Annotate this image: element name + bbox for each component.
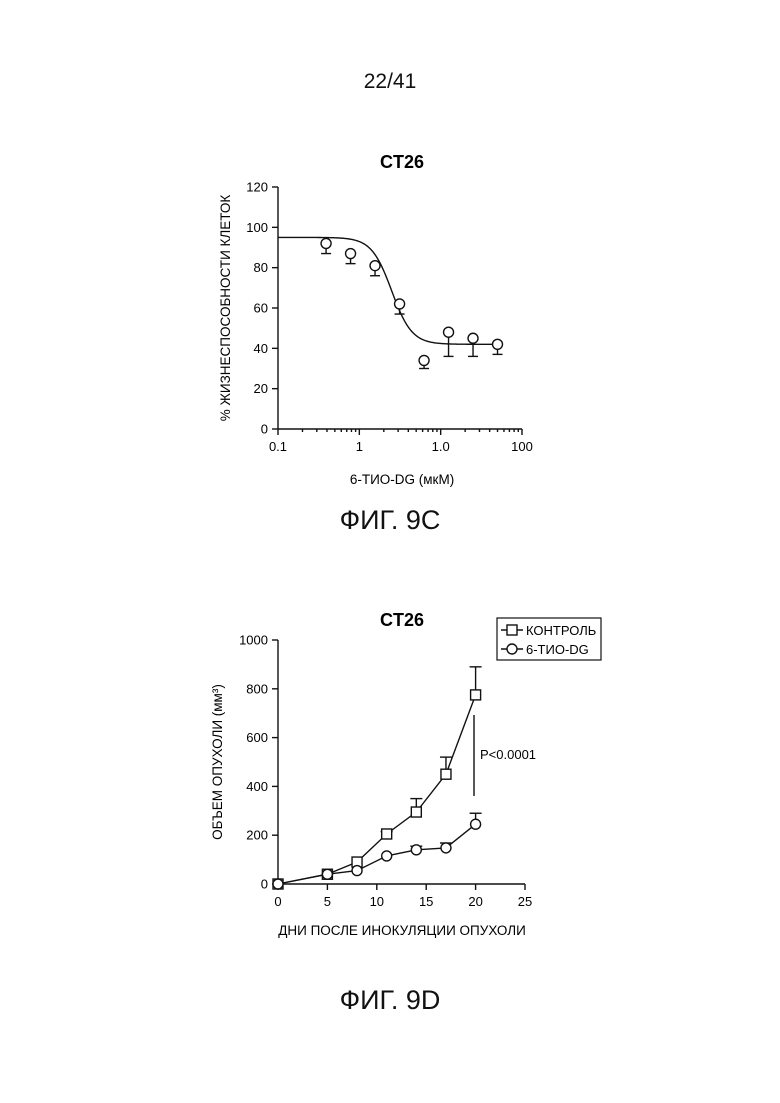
x-tick-label: 1 (356, 439, 363, 454)
x-tick-label: 10 (370, 894, 384, 909)
data-point (382, 829, 392, 839)
x-tick-label: 20 (468, 894, 482, 909)
x-tick-label: 1.0 (432, 439, 450, 454)
data-point (352, 866, 362, 876)
y-tick-label: 40 (254, 341, 268, 356)
y-tick-label: 600 (246, 730, 268, 745)
data-point (419, 355, 429, 365)
data-point (382, 851, 392, 861)
y-tick-label: 0 (261, 422, 268, 437)
x-tick-label: 100 (511, 439, 533, 454)
data-point (468, 333, 478, 343)
plot-area: 0 20 40 60 80 100 120 0.1 1 1.0 100 (246, 180, 533, 455)
data-point (370, 261, 380, 271)
chart-title: CT26 (380, 152, 424, 172)
y-tick-label: 120 (246, 180, 268, 195)
x-axis-label: 6-ТИО-DG (мкМ) (350, 472, 454, 487)
y-axis-label: ОБЪЕМ ОПУХОЛИ (мм³) (210, 684, 225, 840)
legend-marker (507, 644, 517, 654)
legend: КОНТРОЛЬ 6-ТИО-DG (497, 618, 601, 660)
data-point (493, 339, 503, 349)
y-tick-label: 800 (246, 681, 268, 696)
annotation-p-value: P<0.0001 (480, 747, 536, 762)
data-point (471, 819, 481, 829)
series-line-2 (278, 824, 476, 884)
data-point (411, 845, 421, 855)
figure-caption-9c: ФИГ. 9C (0, 505, 780, 536)
data-point (322, 869, 332, 879)
legend-label: 6-ТИО-DG (526, 642, 589, 657)
chart-title: CT26 (380, 610, 424, 630)
y-tick-label: 200 (246, 828, 268, 843)
y-tick-label: 80 (254, 260, 268, 275)
x-tick-label: 0.1 (269, 439, 287, 454)
data-point (471, 690, 481, 700)
x-axis-label: ДНИ ПОСЛЕ ИНОКУЛЯЦИИ ОПУХОЛИ (278, 923, 526, 938)
figure-caption-9d: ФИГ. 9D (0, 985, 780, 1016)
y-tick-label: 0 (261, 877, 268, 892)
y-axis-label: % ЖИЗНЕСПОСОБНОСТИ КЛЕТОК (218, 195, 233, 422)
data-point (441, 843, 451, 853)
x-tick-label: 25 (518, 894, 532, 909)
data-point (321, 238, 331, 248)
series-line-1 (278, 695, 476, 884)
y-tick-label: 400 (246, 779, 268, 794)
data-point (346, 249, 356, 259)
data-point (395, 299, 405, 309)
x-tick-label: 15 (419, 894, 433, 909)
y-tick-label: 100 (246, 220, 268, 235)
fit-curve (278, 237, 498, 344)
legend-label: КОНТРОЛЬ (526, 623, 596, 638)
y-tick-label: 60 (254, 301, 268, 316)
chart-9c: CT26 0 20 40 60 80 100 120 0.1 1 1.0 100 6-ТИО-DG … (0, 140, 780, 500)
data-point (444, 327, 454, 337)
y-tick-label: 20 (254, 381, 268, 396)
data-point (411, 807, 421, 817)
page-number: 22/41 (0, 70, 780, 94)
legend-marker (507, 625, 517, 635)
x-tick-label: 0 (274, 894, 281, 909)
data-point (273, 879, 283, 889)
plot-area: 0 200 400 600 800 1000 0 5 10 15 20 25 (239, 633, 532, 910)
x-tick-label: 5 (324, 894, 331, 909)
data-point (441, 769, 451, 779)
chart-9d: CT26 0 200 400 600 800 1000 0 5 10 15 20 25 КОНТРОЛ… (0, 600, 780, 980)
y-tick-label: 1000 (239, 633, 268, 648)
